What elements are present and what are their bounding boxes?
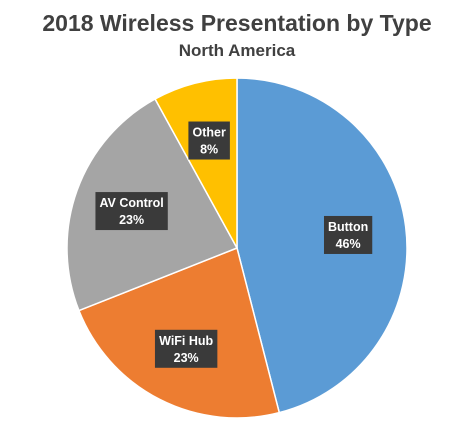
data-label-wifi-hub: WiFi Hub 23%: [154, 329, 218, 368]
data-label-percent: 23%: [119, 213, 144, 227]
data-label-other: Other 8%: [188, 121, 230, 160]
data-label-box: [188, 121, 230, 160]
data-label-name: Other: [192, 126, 225, 140]
data-label-box: [95, 192, 168, 231]
data-label-box: [154, 329, 218, 368]
data-label-percent: 46%: [336, 237, 361, 251]
chart-subtitle: North America: [178, 41, 296, 60]
data-label-percent: 8%: [200, 143, 218, 157]
data-label-percent: 23%: [174, 351, 199, 365]
data-label-box: [323, 215, 373, 254]
pie-slice-button: [236, 77, 408, 414]
chart-title: 2018 Wireless Presentation by Type: [42, 10, 432, 36]
data-label-av-control: AV Control 23%: [95, 192, 168, 231]
data-label-button: Button 46%: [323, 215, 373, 254]
pie-slice-other: [154, 77, 238, 249]
data-label-name: WiFi Hub: [159, 334, 213, 348]
data-label-name: Button: [328, 220, 368, 234]
data-label-name: AV Control: [99, 196, 163, 210]
